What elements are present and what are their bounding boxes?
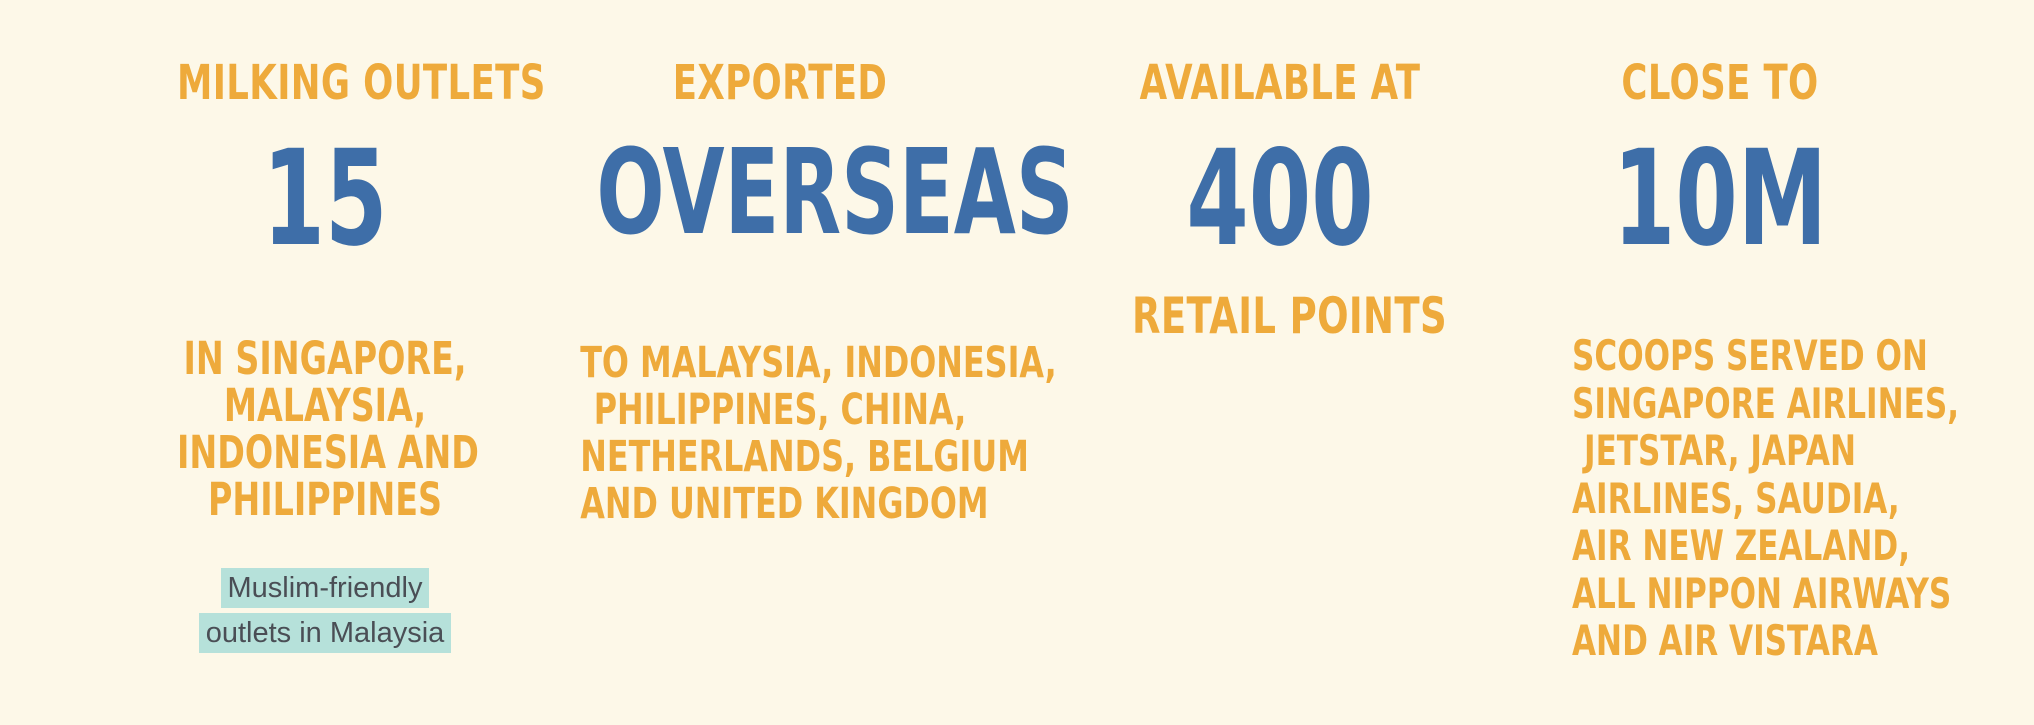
stat-description-line: and United Kingdom (580, 479, 989, 529)
stat-top-label: Available at (1139, 55, 1421, 111)
muslim-friendly-badge: Muslim-friendly outlets in Malaysia (125, 568, 525, 658)
stat-description-line: Scoops served on (1572, 331, 1928, 380)
badge-line: outlets in Malaysia (198, 613, 452, 653)
stat-description-line: Singapore Airlines, (1572, 378, 1960, 428)
stat-description-line: Airlines, Saudia, (1572, 473, 1900, 523)
stat-top-label: Exported (672, 55, 888, 111)
badge-line: Muslim-friendly (220, 568, 430, 608)
stat-bottom-label: Retail Points (1132, 287, 1447, 345)
stat-description-line: Malaysia, (223, 379, 427, 432)
stat-description-line: To Malaysia, Indonesia, (580, 338, 1057, 388)
stat-description-line: Indonesia and (177, 426, 479, 479)
stat-value: Overseas (596, 123, 1074, 261)
stat-description: In Singapore, Malaysia, Indonesia and Ph… (125, 335, 525, 523)
stat-description-line: Philippines (207, 473, 443, 526)
stat-description-line: Philippines, China, (593, 385, 967, 435)
stat-description: Scoops served on Singapore Airlines, Jet… (1520, 331, 1960, 665)
stat-description: To Malaysia, Indonesia, Philippines, Chi… (510, 338, 1057, 529)
stat-value: 10M (1612, 122, 1828, 276)
stat-description-line: In Singapore, (183, 332, 467, 385)
stat-description-line: All Nippon Airways (1572, 568, 1952, 618)
stat-value: 400 (1186, 122, 1374, 276)
stat-description-line: Jetstar, Japan (1584, 426, 1856, 475)
stat-top-label: Close to (1621, 55, 1819, 111)
stat-value: 15 (262, 122, 388, 276)
stat-description-line: Netherlands, Belgium (580, 432, 1029, 482)
stat-description-line: Air New Zealand, (1572, 521, 1911, 570)
stat-description-line: and Air Vistara (1572, 616, 1878, 665)
stat-top-label: Milking Outlets (177, 55, 546, 111)
